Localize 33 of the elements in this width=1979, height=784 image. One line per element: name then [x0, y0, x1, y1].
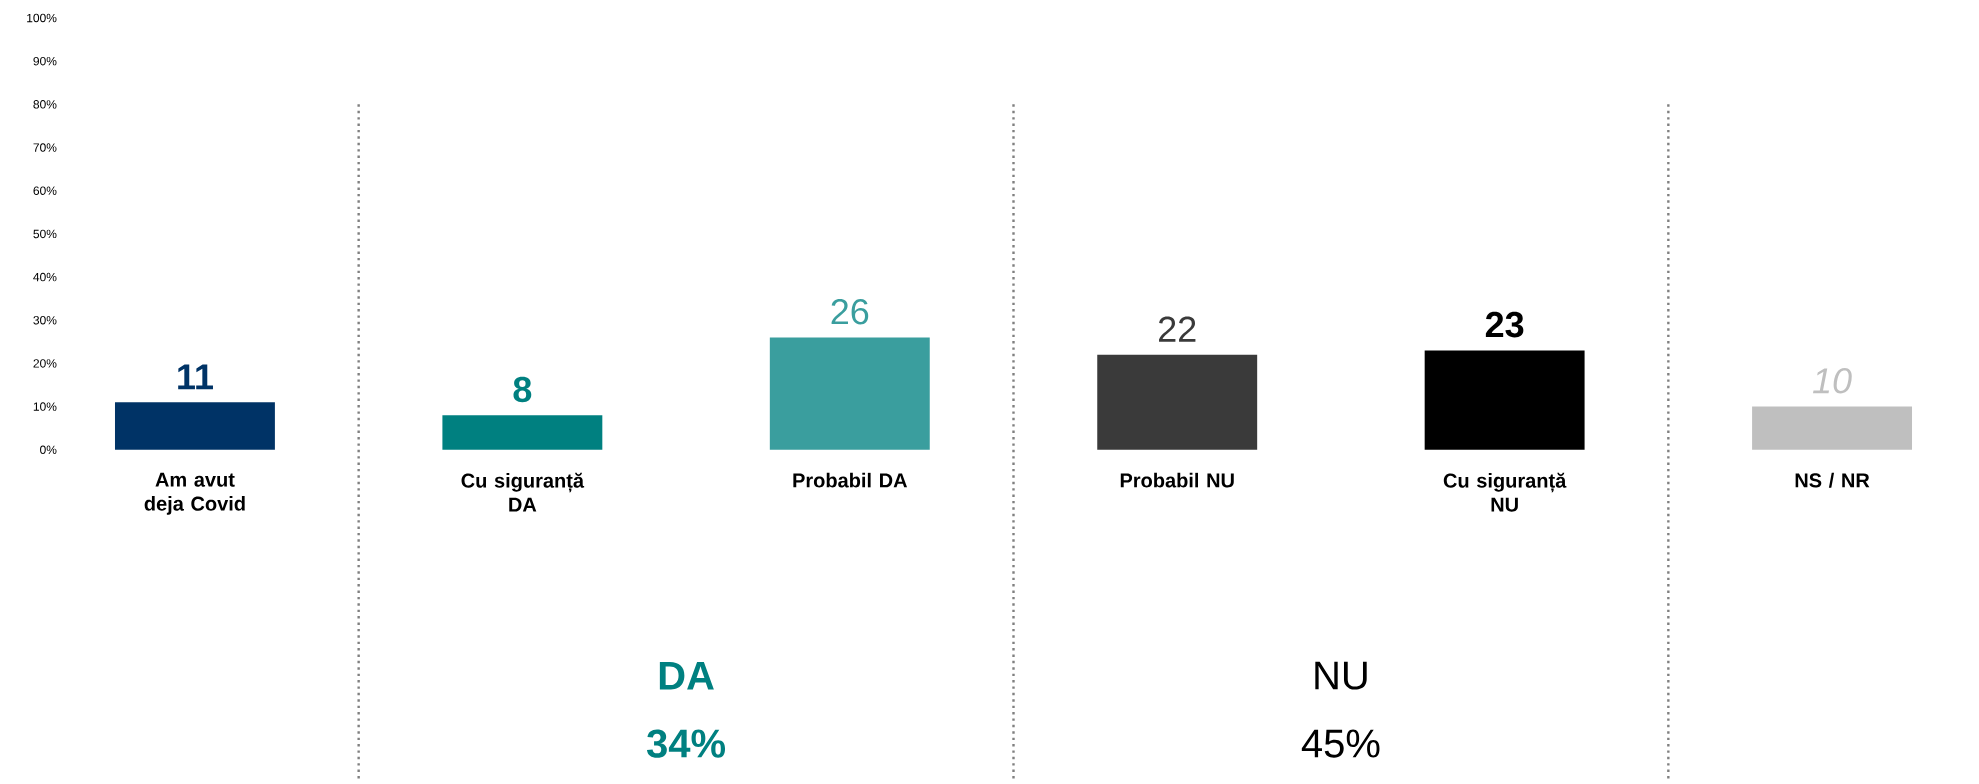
x-tick-label: NS / NR — [1795, 473, 1870, 488]
y-tick-label: 10% — [33, 402, 57, 412]
bar — [442, 415, 603, 450]
x-tick-label: Am avut deja Covid — [144, 473, 245, 515]
x-tick-label: Cu siguranță NU — [1443, 473, 1567, 512]
bar — [114, 402, 275, 450]
x-tick-label: Probabil DA — [793, 473, 908, 488]
bar — [1752, 406, 1913, 450]
bar — [769, 337, 930, 450]
y-tick-label: 50% — [33, 229, 57, 239]
y-tick-label: 70% — [33, 143, 57, 152]
y-tick-label: 90% — [33, 57, 57, 66]
y-tick-label: 20% — [33, 359, 57, 368]
y-tick-label: 60% — [33, 186, 57, 196]
y-tick-label: 100% — [27, 13, 57, 23]
data-label: 23 — [1485, 312, 1524, 338]
data-label: 11 — [178, 364, 213, 390]
y-tick-label: 30% — [33, 316, 57, 325]
y-tick-label: 40% — [33, 273, 57, 282]
data-label: 10 — [1812, 368, 1852, 394]
text: DA — [659, 662, 714, 690]
text: NU — [1315, 661, 1367, 690]
bar — [1424, 350, 1585, 450]
x-tick-label: Probabil NU — [1120, 473, 1234, 488]
data-label: 8 — [513, 376, 532, 403]
y-tick-label: 0% — [40, 445, 57, 455]
data-label: 22 — [1159, 316, 1196, 342]
x-tick-label: Cu siguranță DA — [461, 473, 585, 512]
bar — [1097, 354, 1258, 450]
data-label: 26 — [831, 299, 869, 325]
text: 34% — [646, 729, 726, 758]
y-tick-label: 80% — [33, 100, 57, 109]
text: 45% — [1301, 729, 1380, 758]
